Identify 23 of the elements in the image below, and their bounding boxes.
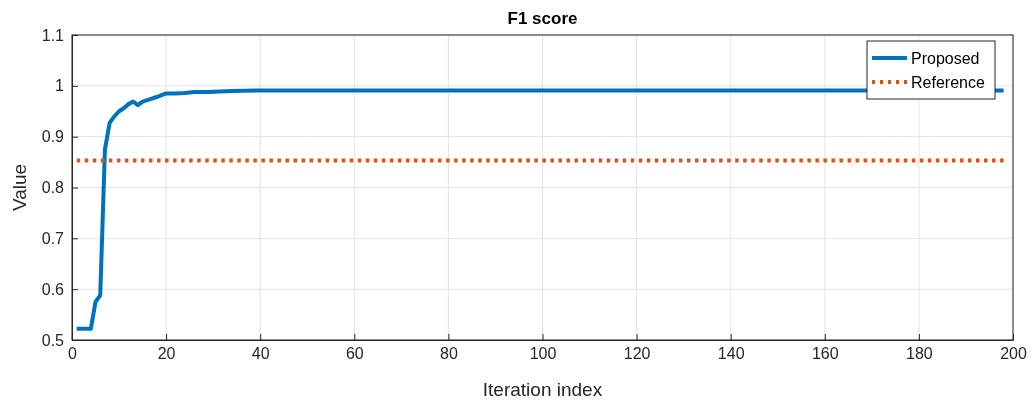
x-tick-label: 0 bbox=[68, 345, 78, 363]
x-tick-label: 100 bbox=[529, 345, 557, 363]
x-tick-label: 120 bbox=[623, 345, 651, 363]
legend-label: Reference bbox=[911, 74, 985, 91]
y-tick-label: 0.8 bbox=[41, 179, 65, 197]
x-tick-label: 40 bbox=[251, 345, 270, 363]
x-tick-label: 20 bbox=[157, 345, 176, 363]
y-tick-label: 0.9 bbox=[41, 128, 65, 146]
x-tick-label: 180 bbox=[906, 345, 933, 363]
x-tick-label: 60 bbox=[345, 345, 364, 363]
x-axis-title: Iteration index bbox=[482, 379, 603, 400]
x-tick-label: 80 bbox=[440, 345, 458, 363]
y-tick-label: 0.5 bbox=[41, 331, 65, 349]
x-tick-label: 160 bbox=[811, 345, 839, 363]
y-tick-label: 0.6 bbox=[41, 280, 65, 298]
chart-title: F1 score bbox=[507, 9, 578, 28]
x-tick-label: 140 bbox=[717, 345, 745, 363]
legend-label: Proposed bbox=[911, 50, 980, 67]
y-tick-label: 1.1 bbox=[41, 26, 65, 44]
y-tick-label: 1 bbox=[55, 77, 65, 95]
y-tick-label: 0.7 bbox=[41, 229, 65, 247]
y-axis-title: Value bbox=[9, 163, 30, 212]
x-tick-label: 200 bbox=[1000, 345, 1027, 363]
